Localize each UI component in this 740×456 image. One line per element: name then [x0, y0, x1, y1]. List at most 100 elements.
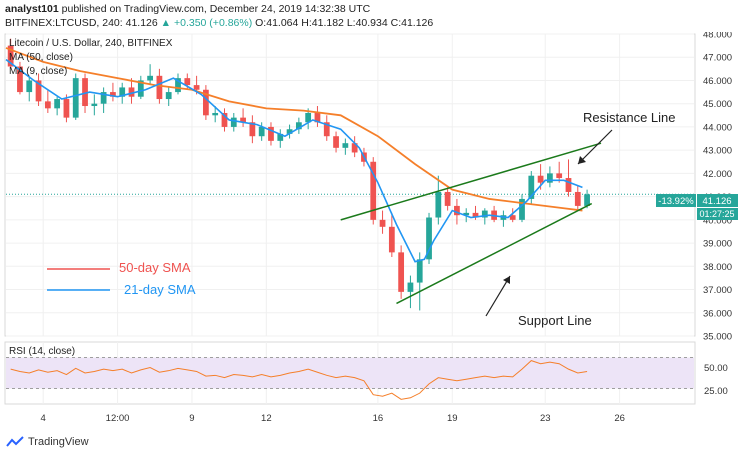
low-value: L:40.934 — [346, 17, 388, 29]
candle-body — [258, 126, 265, 137]
price-tick-label: 39.000 — [703, 239, 732, 250]
candle-body — [165, 92, 172, 100]
publish-line: analyst101 published on TradingView.com,… — [5, 3, 370, 15]
grid — [6, 33, 694, 404]
rsi-tick-50: 50.00 — [704, 363, 728, 374]
candle-body — [249, 122, 256, 137]
candle-body — [240, 117, 246, 123]
trendlines — [340, 142, 602, 305]
price-tick-label: 48.000 — [703, 32, 732, 41]
price-axis[interactable]: 48.000 47.000 46.000 45.000 44.000 43.000 42.0… — [703, 32, 732, 343]
candle-body — [463, 212, 470, 216]
rsi-title[interactable]: RSI (14, close) — [9, 346, 75, 357]
candles — [7, 38, 590, 311]
open-value: O:41.064 — [255, 17, 299, 29]
timer-tag-label: 01:27:25 — [699, 209, 734, 219]
candle-body — [388, 226, 395, 253]
candle-body — [268, 126, 274, 141]
candle-body — [184, 78, 191, 86]
price-change: +0.350 (+0.86%) — [173, 17, 253, 29]
candle-body — [305, 112, 312, 123]
candle-body — [416, 259, 423, 283]
candle-body — [119, 87, 126, 97]
timer-tag — [697, 208, 738, 220]
price-tick-label: 35.000 — [703, 332, 732, 343]
candle-body — [481, 210, 488, 218]
candle-body — [128, 87, 135, 97]
symbol: BITFINEX:LTCUSD, 240 — [5, 17, 120, 29]
candle-body — [537, 175, 544, 183]
resistance-arrow-icon — [578, 156, 586, 164]
price-tag — [697, 194, 738, 207]
tradingview-logo-icon — [6, 436, 24, 447]
candle-body — [342, 143, 349, 148]
last-price: 41.126 — [125, 17, 158, 29]
brand-name[interactable]: TradingView — [28, 436, 89, 448]
candle-body — [91, 103, 98, 107]
high-value: H:41.182 — [301, 17, 344, 29]
ma50-legend[interactable]: MA (50, close) — [9, 52, 73, 63]
price-tick-label: 38.000 — [703, 262, 732, 273]
sma50-legend-label: 50-day SMA — [119, 260, 191, 275]
ma9-legend[interactable]: MA (9, close) — [9, 66, 67, 77]
candle-body — [72, 78, 79, 118]
publish-text: published on TradingView.com, December 2… — [58, 3, 371, 15]
ma9-line — [5, 58, 583, 263]
candle-body — [44, 101, 51, 109]
price-tick-label: 44.000 — [703, 122, 732, 133]
price-tick-label: 40.000 — [703, 215, 732, 226]
time-tick-label: 19 — [447, 413, 458, 424]
pct-tag — [656, 194, 696, 207]
time-tick-label: 12 — [261, 413, 272, 424]
candle-body — [7, 45, 14, 67]
candle-body — [407, 282, 414, 292]
candle-body — [333, 136, 339, 148]
resistance-label: Resistance Line — [583, 110, 676, 125]
pct-tag-label: -13.92% — [658, 196, 694, 207]
candle-body — [277, 133, 284, 141]
candle-body — [379, 219, 386, 227]
price-chart[interactable]: 48.000 47.000 46.000 45.000 44.000 43.000 42.0… — [0, 32, 740, 436]
support-label: Support Line — [518, 313, 592, 328]
candle-body — [584, 194, 590, 206]
main-pane[interactable] — [4, 33, 696, 337]
price-tick-label: 46.000 — [703, 76, 732, 87]
candle-body — [444, 191, 451, 206]
candle-body — [203, 89, 209, 116]
candle-body — [295, 122, 302, 130]
up-arrow-icon: ▲ — [160, 17, 172, 29]
time-tick-label: 9 — [189, 413, 194, 424]
candle-body — [221, 112, 228, 127]
candle-body — [509, 215, 516, 220]
candle-body — [574, 191, 581, 206]
chart-title: Litecoin / U.S. Dollar, 240, BITFINEX — [9, 38, 173, 49]
candle-body — [110, 92, 116, 97]
candle-body — [370, 161, 377, 220]
publisher-name[interactable]: analyst101 — [5, 3, 59, 15]
candle-body — [54, 99, 61, 109]
price-tick-label: 37.000 — [703, 285, 732, 296]
candle-body — [556, 173, 563, 179]
candle-body — [426, 217, 432, 260]
candle-body — [230, 117, 237, 127]
candle-body — [17, 66, 23, 93]
price-tick-label: 42.000 — [703, 169, 732, 180]
candle-body — [26, 80, 33, 93]
candle-body — [528, 175, 535, 199]
candle-body — [454, 205, 460, 216]
candle-body — [35, 80, 42, 102]
time-tick-label: 12:00 — [106, 413, 130, 424]
moving-averages — [5, 47, 583, 263]
rsi-tick-25: 25.00 — [704, 386, 728, 397]
candle-body — [63, 99, 70, 118]
rsi-line — [10, 360, 588, 400]
footer: TradingView — [6, 436, 89, 448]
sma21-legend-label: 21-day SMA — [124, 282, 196, 297]
candle-body — [156, 75, 163, 100]
candle-body — [547, 173, 553, 183]
candle-body — [137, 80, 144, 97]
candle-body — [472, 212, 479, 218]
time-axis[interactable]: 4 12:00 9 12 16 19 23 26 — [41, 413, 625, 424]
ohlc-line: BITFINEX:LTCUSD, 240: 41.126 ▲ +0.350 (+… — [5, 17, 434, 29]
price-tick-label: 47.000 — [703, 53, 732, 64]
